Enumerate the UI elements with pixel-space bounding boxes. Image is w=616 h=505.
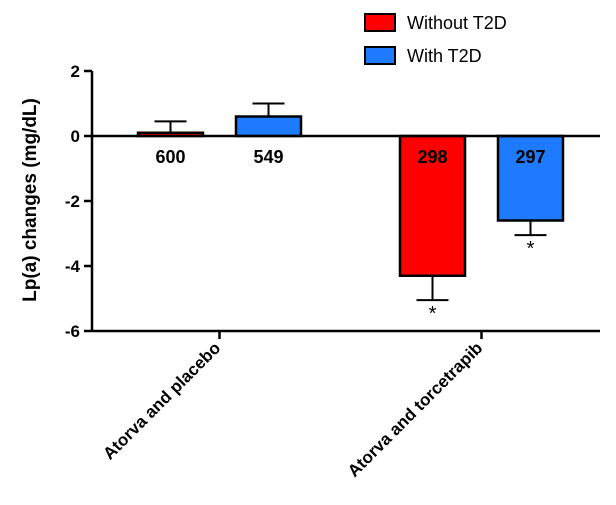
y-tick-label: -6 — [65, 322, 80, 341]
data-label-without-t2d-2: 298 — [417, 147, 447, 167]
significance-marker-with-t2d-2: * — [527, 238, 535, 260]
axes-layer: Atorva and placebo Atorva and torcetrapib… — [65, 62, 600, 481]
data-label-with-t2d-2: 297 — [515, 147, 545, 167]
y-tick-label: 2 — [71, 62, 80, 81]
y-tick-label: 0 — [71, 127, 80, 146]
significance-marker-without-t2d-2: * — [429, 303, 437, 325]
data-label-without-t2d-1: 600 — [155, 147, 185, 167]
legend-swatch-without-t2d — [364, 13, 396, 32]
bar-with-t2d-1 — [234, 115, 303, 138]
data-labels-layer: 600 549 298 * 297 * — [155, 147, 545, 325]
legend-swatch-with-t2d — [364, 46, 396, 65]
legend-label-with-t2d: With T2D — [407, 46, 482, 66]
x-tick-label: Atorva and torcetrapib — [344, 338, 486, 480]
legend: Without T2D With T2D — [364, 13, 507, 66]
error-bars-layer — [154, 102, 547, 302]
y-axis-label: Lp(a) changes (mg/dL) — [20, 98, 41, 302]
y-tick-label: -2 — [65, 192, 80, 211]
x-tick-label: Atorva and placebo — [99, 338, 224, 463]
data-label-with-t2d-1: 549 — [253, 147, 283, 167]
legend-label-without-t2d: Without T2D — [407, 13, 507, 33]
y-tick-label: -4 — [65, 257, 81, 276]
bars-layer — [136, 115, 565, 277]
